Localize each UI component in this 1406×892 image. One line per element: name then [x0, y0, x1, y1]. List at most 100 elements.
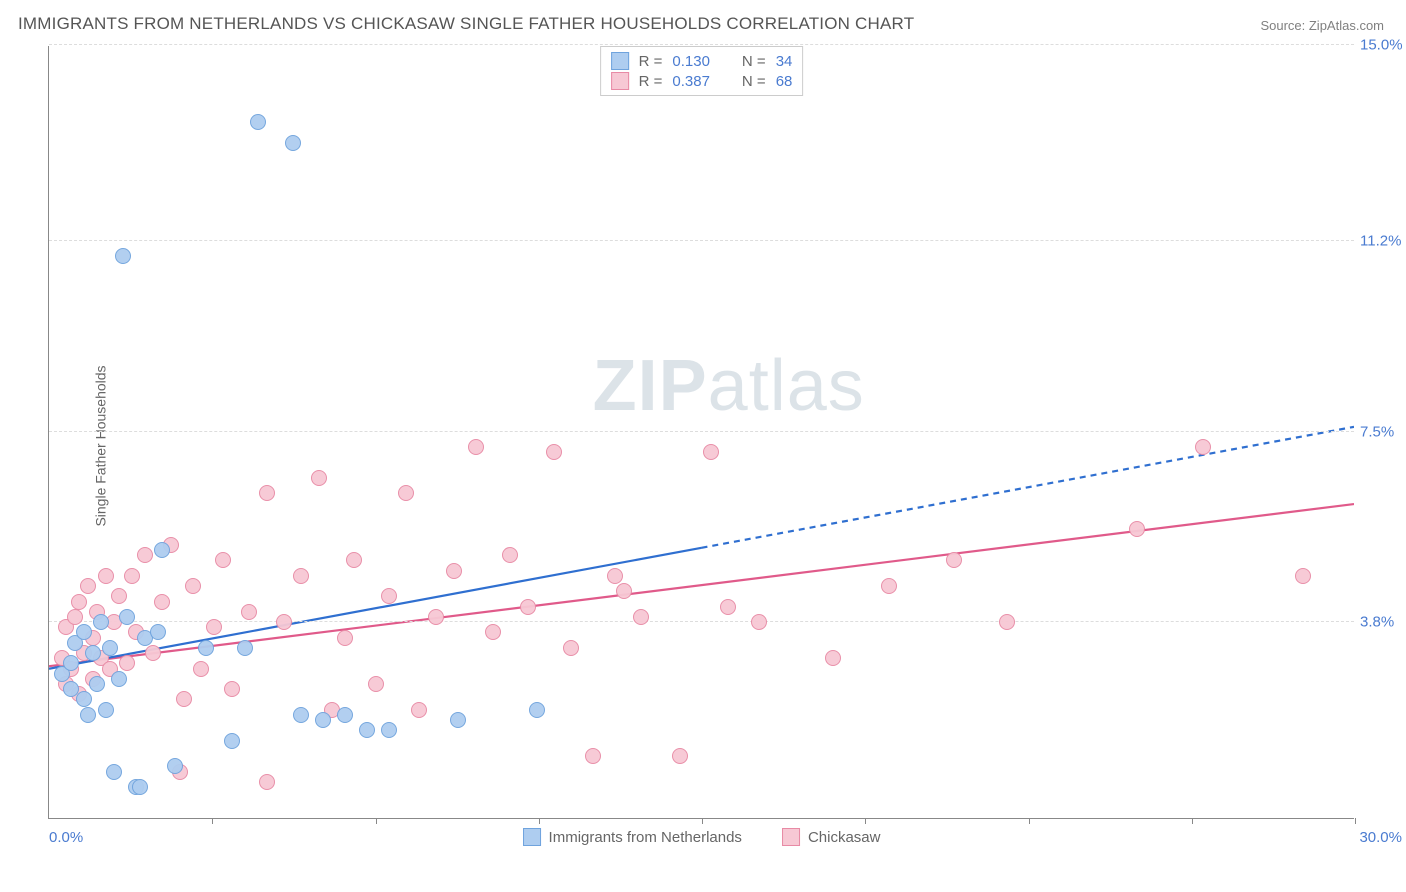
data-point	[167, 758, 183, 774]
data-point	[825, 650, 841, 666]
legend-row-b: R = 0.387 N = 68	[611, 71, 793, 91]
data-point	[119, 609, 135, 625]
watermark-light: atlas	[708, 346, 865, 426]
series-name-b: Chickasaw	[808, 829, 881, 846]
data-point	[720, 599, 736, 615]
data-point	[198, 640, 214, 656]
data-point	[359, 722, 375, 738]
data-point	[215, 552, 231, 568]
data-point	[346, 552, 362, 568]
x-tick-max: 30.0%	[1359, 829, 1402, 846]
data-point	[132, 779, 148, 795]
data-point	[80, 707, 96, 723]
data-point	[285, 135, 301, 151]
data-point	[93, 614, 109, 630]
data-point	[185, 578, 201, 594]
data-point	[237, 640, 253, 656]
series-swatch-a	[523, 828, 541, 846]
x-tick	[865, 818, 866, 824]
data-point	[206, 619, 222, 635]
series-swatch-b	[782, 828, 800, 846]
data-point	[63, 655, 79, 671]
chart-title: IMMIGRANTS FROM NETHERLANDS VS CHICKASAW…	[18, 14, 914, 34]
data-point	[293, 568, 309, 584]
data-point	[111, 671, 127, 687]
y-tick-label: 15.0%	[1360, 37, 1406, 54]
grid-line	[49, 621, 1354, 622]
trend-lines-layer	[49, 46, 1354, 818]
data-point	[293, 707, 309, 723]
data-point	[80, 578, 96, 594]
data-point	[672, 748, 688, 764]
series-name-a: Immigrants from Netherlands	[549, 829, 742, 846]
legend-n-value-a: 34	[776, 53, 793, 70]
x-tick	[1355, 818, 1356, 824]
data-point	[98, 702, 114, 718]
data-point	[259, 485, 275, 501]
chart-container: IMMIGRANTS FROM NETHERLANDS VS CHICKASAW…	[0, 0, 1406, 892]
grid-line	[49, 431, 1354, 432]
data-point	[616, 583, 632, 599]
data-point	[115, 248, 131, 264]
plot-area: ZIPatlas R = 0.130 N = 34 R = 0.387 N = …	[48, 46, 1354, 819]
data-point	[446, 563, 462, 579]
series-legend: Immigrants from Netherlands Chickasaw	[523, 828, 881, 846]
data-point	[468, 439, 484, 455]
data-point	[67, 609, 83, 625]
x-tick	[1192, 818, 1193, 824]
data-point	[337, 630, 353, 646]
data-point	[76, 624, 92, 640]
data-point	[76, 691, 92, 707]
data-point	[563, 640, 579, 656]
grid-line	[49, 44, 1354, 45]
data-point	[607, 568, 623, 584]
grid-line	[49, 240, 1354, 241]
data-point	[111, 588, 127, 604]
x-tick-min: 0.0%	[49, 829, 83, 846]
data-point	[119, 655, 135, 671]
data-point	[485, 624, 501, 640]
x-tick	[376, 818, 377, 824]
data-point	[315, 712, 331, 728]
data-point	[250, 114, 266, 130]
legend-r-value-a: 0.130	[672, 53, 710, 70]
data-point	[368, 676, 384, 692]
data-point	[1129, 521, 1145, 537]
y-tick-label: 11.2%	[1360, 232, 1406, 249]
legend-swatch-b	[611, 72, 629, 90]
data-point	[398, 485, 414, 501]
data-point	[71, 594, 87, 610]
legend-n-label: N =	[742, 53, 766, 70]
source-attribution: Source: ZipAtlas.com	[1260, 18, 1384, 33]
data-point	[502, 547, 518, 563]
data-point	[529, 702, 545, 718]
data-point	[176, 691, 192, 707]
data-point	[703, 444, 719, 460]
data-point	[428, 609, 444, 625]
data-point	[1195, 439, 1211, 455]
x-tick	[212, 818, 213, 824]
data-point	[546, 444, 562, 460]
legend-swatch-a	[611, 52, 629, 70]
data-point	[450, 712, 466, 728]
data-point	[154, 542, 170, 558]
x-tick	[1029, 818, 1030, 824]
series-legend-a: Immigrants from Netherlands	[523, 828, 742, 846]
data-point	[881, 578, 897, 594]
data-point	[154, 594, 170, 610]
legend-row-a: R = 0.130 N = 34	[611, 51, 793, 71]
series-legend-b: Chickasaw	[782, 828, 881, 846]
data-point	[89, 676, 105, 692]
data-point	[276, 614, 292, 630]
data-point	[946, 552, 962, 568]
data-point	[411, 702, 427, 718]
data-point	[633, 609, 649, 625]
data-point	[98, 568, 114, 584]
data-point	[224, 681, 240, 697]
data-point	[751, 614, 767, 630]
legend-n-label: N =	[742, 73, 766, 90]
data-point	[585, 748, 601, 764]
x-tick	[539, 818, 540, 824]
data-point	[224, 733, 240, 749]
data-point	[311, 470, 327, 486]
